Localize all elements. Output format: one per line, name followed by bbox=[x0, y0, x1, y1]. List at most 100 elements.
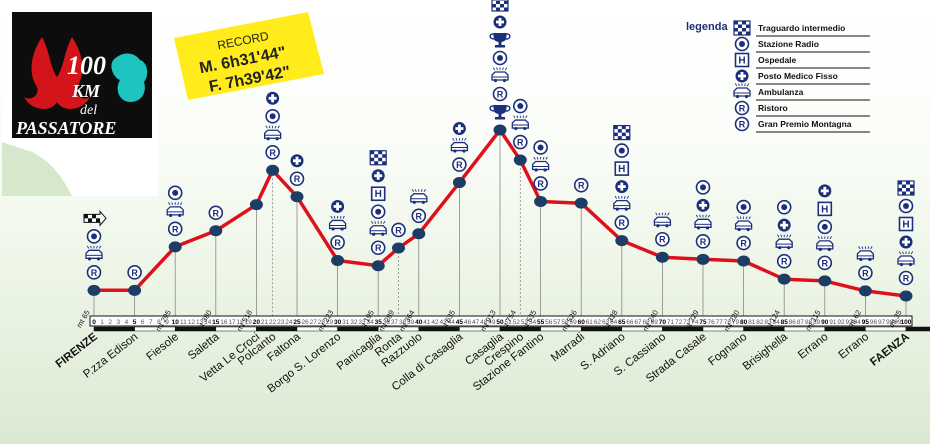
refreshment-icon: R bbox=[512, 134, 528, 150]
station-node[interactable] bbox=[452, 177, 466, 189]
km-tick-label: 29 bbox=[326, 319, 334, 326]
km-tick-label: 62 bbox=[594, 319, 602, 326]
refreshment-icon: R bbox=[736, 235, 751, 251]
km-tick-label: 78 bbox=[724, 319, 732, 326]
station-node[interactable] bbox=[412, 228, 426, 240]
km-tick-label: 13 bbox=[196, 319, 204, 326]
station-node[interactable] bbox=[777, 273, 791, 285]
refreshment-icon: R bbox=[573, 177, 589, 193]
km-tick-label: 54 bbox=[529, 319, 537, 326]
ambulance-icon bbox=[856, 246, 875, 261]
station-node[interactable] bbox=[534, 195, 548, 207]
station-icons: R bbox=[531, 140, 550, 191]
checkered-flag-icon bbox=[613, 125, 631, 141]
legend-item: R Ristoro bbox=[734, 100, 870, 117]
medical-post-icon bbox=[696, 198, 710, 212]
km-tick-label: 7 bbox=[149, 319, 153, 326]
km-tick-label: 56 bbox=[545, 319, 553, 326]
station-node[interactable] bbox=[574, 197, 588, 209]
station-node[interactable] bbox=[615, 235, 629, 247]
medical-post-icon bbox=[493, 15, 507, 29]
legend-label: Traguardo intermedio bbox=[758, 23, 845, 33]
km-tick-label: 81 bbox=[748, 319, 756, 326]
station-icons: RH bbox=[369, 150, 387, 256]
station-node[interactable] bbox=[371, 260, 385, 272]
km-tick-label: 33 bbox=[358, 319, 366, 326]
svg-text:R: R bbox=[659, 235, 666, 245]
km-tick-label: 89 bbox=[813, 319, 821, 326]
km-tick-label: 16 bbox=[220, 319, 228, 326]
station-node[interactable] bbox=[899, 290, 913, 302]
svg-text:R: R bbox=[294, 174, 301, 184]
logo-del: del bbox=[80, 103, 97, 118]
km-tick-label: 11 bbox=[180, 319, 187, 326]
medical-post-icon bbox=[266, 91, 280, 105]
station-node[interactable] bbox=[696, 253, 710, 265]
km-tick-label: 15 bbox=[212, 319, 220, 326]
svg-text:H: H bbox=[738, 56, 745, 67]
legend-label: Stazione Radio bbox=[758, 39, 819, 49]
km-tick-label: 94 bbox=[854, 319, 862, 326]
medical-post-icon bbox=[615, 180, 629, 194]
hospital-icon: H bbox=[370, 186, 386, 202]
refreshment-icon: R bbox=[734, 116, 750, 132]
km-tick-label: 20 bbox=[253, 319, 261, 326]
km-tick-label: 1 bbox=[100, 319, 104, 326]
legend-item: Ambulanza bbox=[733, 83, 870, 101]
svg-text:R: R bbox=[700, 237, 707, 247]
km-tick-label: 18 bbox=[237, 319, 245, 326]
station-node[interactable] bbox=[737, 255, 751, 267]
refreshment-icon: R bbox=[776, 253, 792, 269]
km-tick-label: 93 bbox=[846, 319, 854, 326]
km-ruler bbox=[89, 315, 913, 327]
station-node[interactable] bbox=[128, 284, 142, 296]
station-node[interactable] bbox=[266, 164, 280, 176]
svg-text:R: R bbox=[416, 211, 423, 221]
refreshment-icon: R bbox=[86, 265, 102, 280]
station-node[interactable] bbox=[290, 191, 304, 203]
station-node[interactable] bbox=[513, 154, 527, 166]
radio-station-icon bbox=[817, 219, 833, 235]
station-node[interactable] bbox=[858, 285, 872, 297]
station-icons: RH bbox=[897, 180, 915, 286]
medical-post-icon bbox=[735, 69, 749, 83]
km-tick-label: 66 bbox=[626, 319, 634, 326]
logo-km: KM bbox=[71, 81, 101, 101]
km-tick-label: 87 bbox=[797, 319, 805, 326]
station-node[interactable] bbox=[87, 284, 101, 296]
station-node[interactable] bbox=[493, 124, 507, 136]
ambulance-icon bbox=[653, 212, 672, 228]
km-tick-label: 19 bbox=[245, 319, 253, 326]
ambulance-icon bbox=[897, 251, 915, 267]
lion-icon bbox=[111, 53, 148, 102]
km-tick-label: 67 bbox=[634, 319, 642, 326]
radio-station-icon bbox=[736, 199, 751, 215]
record-box: RECORD M. 6h31'44" F. 7h39'42" bbox=[174, 12, 324, 100]
legend-title: legenda bbox=[686, 21, 728, 33]
station-icons: R bbox=[83, 209, 107, 280]
km-tick-label: 51 bbox=[505, 319, 513, 326]
radio-station-icon bbox=[776, 199, 792, 215]
station-node[interactable] bbox=[209, 225, 223, 237]
station-node[interactable] bbox=[331, 254, 345, 266]
km-tick-label: 35 bbox=[375, 319, 383, 326]
ambulance-icon bbox=[775, 234, 793, 250]
svg-text:R: R bbox=[781, 257, 788, 267]
refreshment-icon: R bbox=[208, 205, 224, 221]
km-tick-label: 100 bbox=[901, 319, 912, 326]
km-tick-label: 55 bbox=[537, 319, 545, 326]
ambulance-icon bbox=[694, 214, 712, 230]
station-node[interactable] bbox=[249, 199, 263, 211]
station-node[interactable] bbox=[168, 241, 182, 253]
legend-item: H Ospedale bbox=[734, 52, 870, 69]
station-node[interactable] bbox=[655, 251, 669, 263]
medical-post-icon bbox=[371, 169, 385, 183]
svg-text:R: R bbox=[213, 208, 220, 218]
station-node[interactable] bbox=[818, 275, 832, 287]
km-tick-label: 26 bbox=[302, 319, 310, 326]
refreshment-icon: R bbox=[533, 176, 548, 191]
station-node[interactable] bbox=[392, 242, 405, 254]
station-icons: R bbox=[694, 180, 712, 249]
ambulance-icon bbox=[85, 245, 103, 261]
